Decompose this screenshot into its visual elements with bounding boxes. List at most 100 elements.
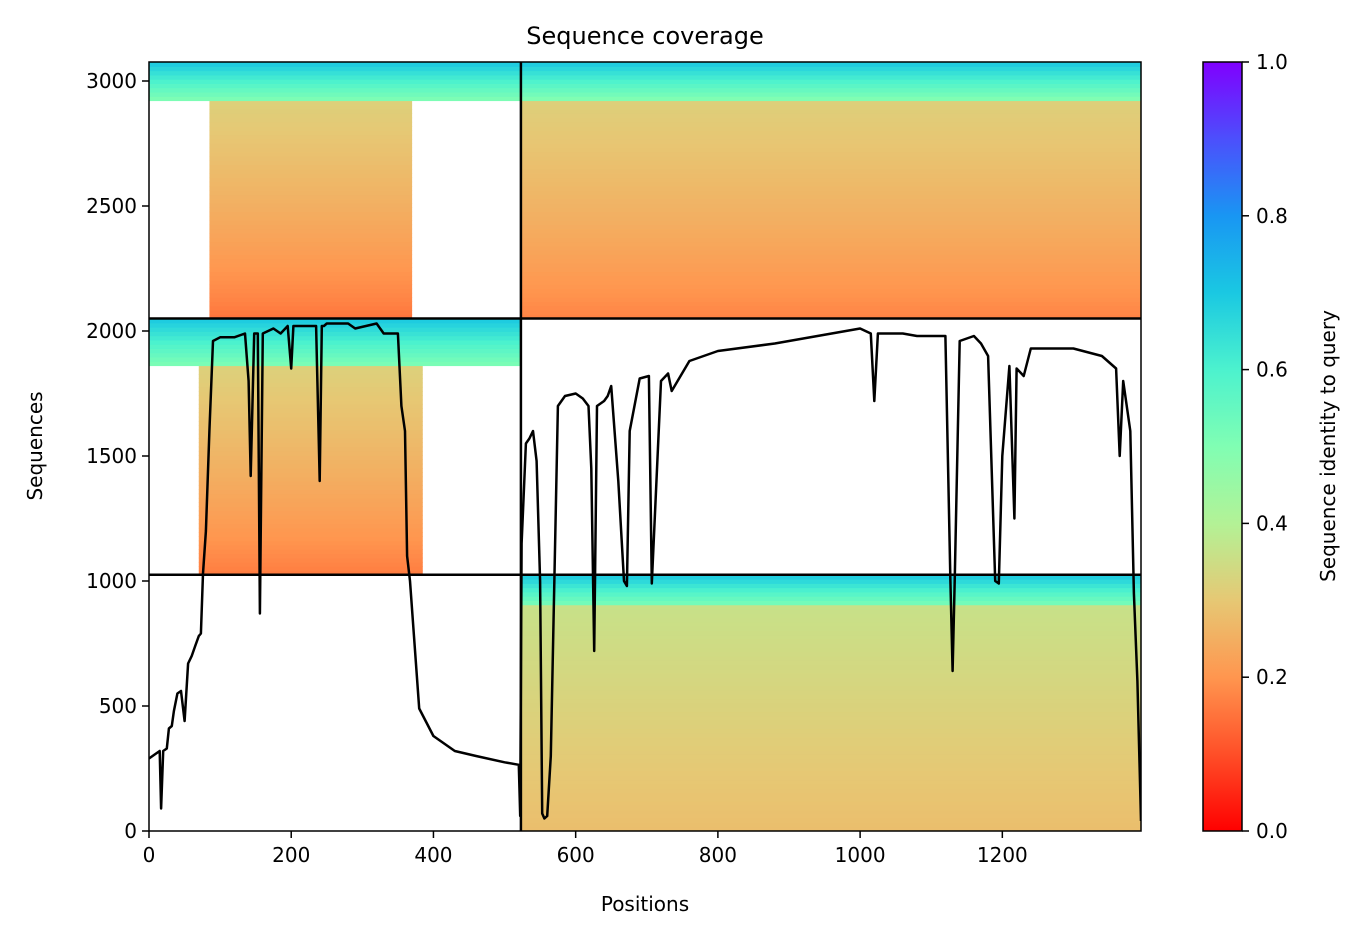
heatmap-band: [520, 621, 1141, 627]
heatmap-band: [149, 318, 521, 324]
heatmap-band: [520, 660, 1141, 666]
heatmap-band: [149, 339, 521, 345]
heatmap-band: [520, 314, 1141, 320]
heatmap-band: [209, 241, 413, 247]
heatmap-band: [520, 275, 1141, 281]
heatmap-band: [520, 62, 1141, 67]
heatmap-band: [198, 514, 423, 520]
heatmap-band: [149, 335, 521, 341]
heatmap-band: [209, 250, 413, 255]
heatmap-band: [520, 591, 1141, 597]
heatmap-band: [198, 382, 423, 388]
heatmap-band: [209, 100, 413, 106]
y-tick-label: 2500: [86, 194, 137, 218]
heatmap-band: [520, 292, 1141, 298]
heatmap-band: [198, 472, 423, 478]
heatmap-band: [198, 536, 423, 542]
heatmap-band: [198, 502, 423, 508]
heatmap-band: [520, 164, 1141, 170]
heatmap-band: [209, 297, 413, 302]
heatmap-band: [149, 66, 521, 72]
heatmap-band: [209, 309, 413, 315]
heatmap-band: [520, 600, 1141, 606]
colorbar-tick-label: 0.0: [1256, 819, 1288, 843]
heatmap-band: [520, 604, 1141, 610]
heatmap-band: [520, 651, 1141, 657]
heatmap-band: [520, 719, 1141, 725]
heatmap-band: [198, 485, 423, 490]
heatmap-band: [149, 356, 521, 362]
colorbar-tick-label: 0.8: [1256, 204, 1288, 228]
heatmap-band: [209, 130, 413, 136]
heatmap-band: [520, 801, 1141, 806]
heatmap-band: [149, 322, 521, 328]
heatmap-band: [198, 446, 423, 452]
heatmap-band: [520, 181, 1141, 187]
heatmap-band: [520, 100, 1141, 106]
heatmap-band: [198, 438, 423, 443]
heatmap-band: [198, 386, 423, 392]
heatmap-band: [198, 395, 423, 401]
heatmap-band: [520, 643, 1141, 648]
heatmap-band: [520, 284, 1141, 290]
heatmap-band: [209, 245, 413, 251]
heatmap-band: [209, 314, 413, 320]
heatmap-band: [209, 117, 413, 123]
heatmap-band: [209, 160, 413, 166]
heatmap-block-bottom-right: [520, 574, 1141, 831]
heatmap-band: [198, 570, 423, 576]
heatmap-band: [198, 450, 423, 456]
heatmap-band: [520, 258, 1141, 264]
heatmap-band: [209, 267, 413, 273]
heatmap-band: [520, 211, 1141, 217]
heatmap-band: [520, 775, 1141, 781]
heatmap-band: [198, 416, 423, 422]
heatmap-band: [520, 677, 1141, 683]
heatmap-band: [198, 480, 423, 486]
heatmap-band: [520, 207, 1141, 213]
heatmap-band: [520, 280, 1141, 285]
x-tick-label: 0: [143, 843, 156, 867]
heatmap-band: [198, 519, 423, 525]
heatmap-band: [198, 476, 423, 482]
heatmap-band: [520, 587, 1141, 593]
heatmap-band: [209, 198, 413, 204]
heatmap-band: [520, 138, 1141, 144]
heatmap-band: [520, 237, 1141, 243]
heatmap-band: [520, 297, 1141, 302]
heatmap-band: [198, 540, 423, 546]
heatmap-band: [520, 762, 1141, 768]
heatmap-band: [209, 237, 413, 243]
x-tick-label: 1200: [977, 843, 1028, 867]
y-tick-label: 1500: [86, 444, 137, 468]
y-tick-label: 1000: [86, 569, 137, 593]
heatmap-band: [209, 194, 413, 200]
heatmap-band: [520, 608, 1141, 614]
heatmap-band: [149, 91, 521, 97]
heatmap-band: [198, 433, 423, 439]
heatmap-band: [149, 331, 521, 337]
heatmap-band: [520, 579, 1141, 584]
heatmap-band: [149, 87, 521, 93]
heatmap-band: [520, 156, 1141, 161]
y-axis-ticks: 0 500 1000 1500 2000 2500 3000: [86, 69, 149, 843]
heatmap-band: [520, 241, 1141, 247]
heatmap-band: [520, 583, 1141, 589]
x-tick-label: 200: [272, 843, 310, 867]
heatmap-band: [520, 596, 1141, 601]
heatmap-block-top-right: [520, 62, 1141, 320]
heatmap-band: [209, 284, 413, 290]
heatmap-band: [198, 553, 423, 559]
heatmap-band: [198, 425, 423, 431]
x-axis-ticks: 0 200 400 600 800 1000 1200: [143, 831, 1028, 867]
heatmap-band: [520, 655, 1141, 661]
heatmap-band: [520, 83, 1141, 89]
heatmap-band: [209, 177, 413, 183]
heatmap-band: [520, 91, 1141, 97]
heatmap-band: [520, 220, 1141, 226]
y-tick-label: 2000: [86, 319, 137, 343]
y-tick-label: 0: [124, 819, 137, 843]
heatmap-band: [209, 181, 413, 187]
heatmap-band: [198, 549, 423, 554]
heatmap-band: [520, 305, 1141, 311]
